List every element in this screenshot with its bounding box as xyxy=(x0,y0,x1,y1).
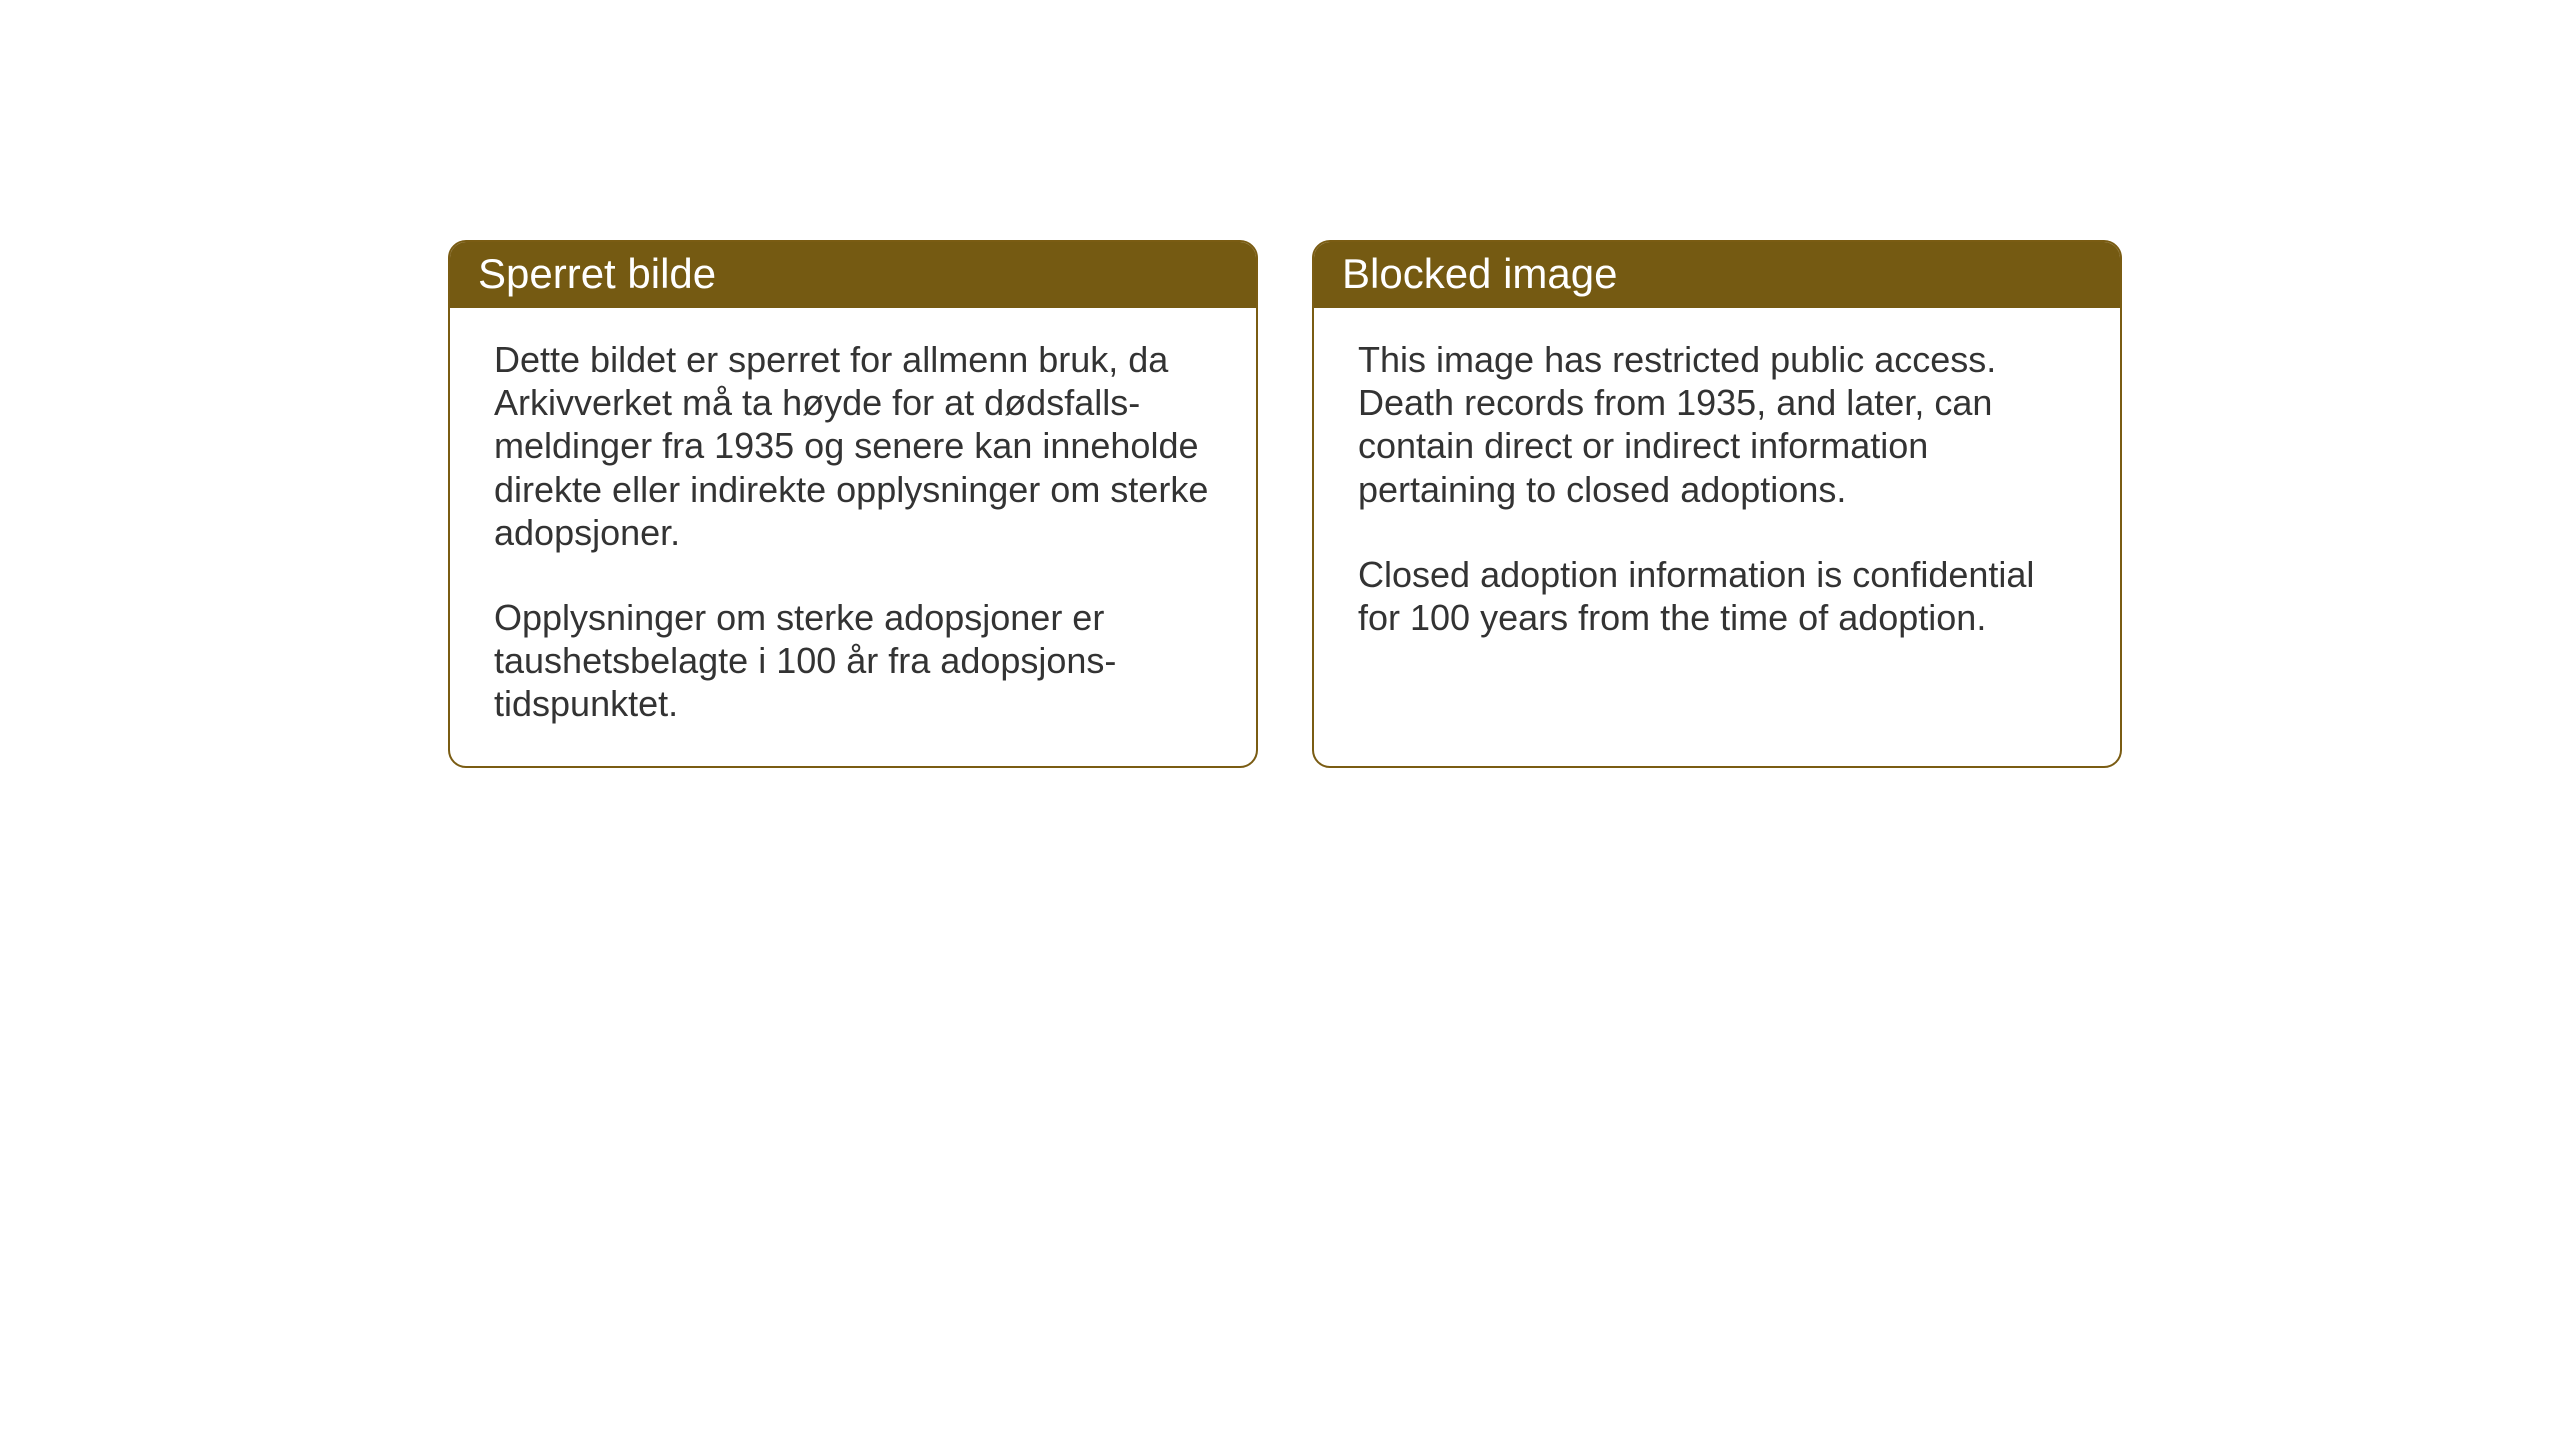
paragraph-norwegian-2: Opplysninger om sterke adopsjoner er tau… xyxy=(494,596,1212,726)
paragraph-english-2: Closed adoption information is confident… xyxy=(1358,553,2076,639)
notice-card-english: Blocked image This image has restricted … xyxy=(1312,240,2122,768)
card-body-norwegian: Dette bildet er sperret for allmenn bruk… xyxy=(450,308,1256,766)
notice-cards-container: Sperret bilde Dette bildet er sperret fo… xyxy=(448,240,2122,768)
card-title-english: Blocked image xyxy=(1342,250,1617,297)
card-body-english: This image has restricted public access.… xyxy=(1314,308,2120,679)
notice-card-norwegian: Sperret bilde Dette bildet er sperret fo… xyxy=(448,240,1258,768)
card-header-norwegian: Sperret bilde xyxy=(450,242,1256,308)
paragraph-norwegian-1: Dette bildet er sperret for allmenn bruk… xyxy=(494,338,1212,554)
paragraph-english-1: This image has restricted public access.… xyxy=(1358,338,2076,511)
card-title-norwegian: Sperret bilde xyxy=(478,250,716,297)
card-header-english: Blocked image xyxy=(1314,242,2120,308)
